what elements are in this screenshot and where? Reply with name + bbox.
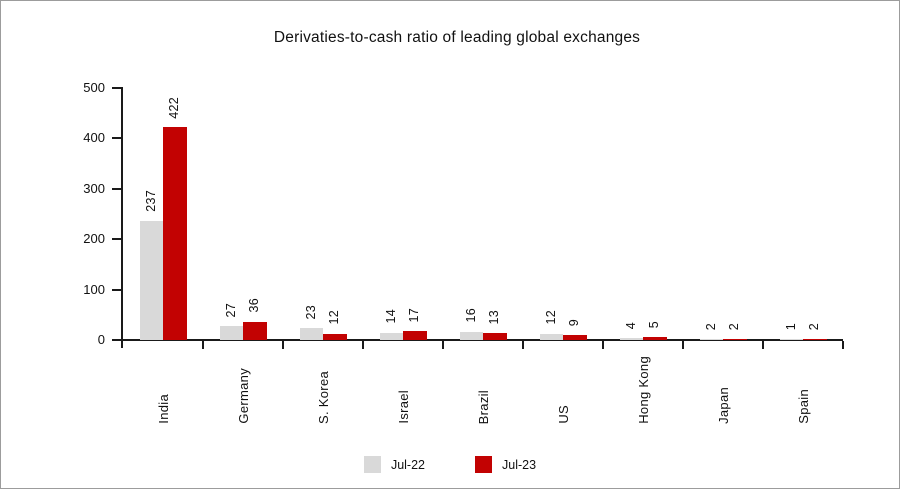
bar-jul-23-israel — [403, 331, 427, 340]
bar-jul-23-japan — [723, 338, 747, 340]
value-label-jul-22-israel: 14 — [383, 309, 398, 324]
y-tick-300 — [112, 187, 121, 190]
bar-jul-22-germany — [219, 326, 243, 340]
y-tick-100 — [112, 288, 121, 291]
legend-label-jul-22: Jul-22 — [390, 457, 425, 472]
x-tick-1 — [202, 341, 204, 349]
legend-item-jul-23: Jul-23 — [475, 456, 536, 473]
value-label-jul-23-spain: 2 — [807, 322, 822, 330]
chart-title: Derivaties-to-cash ratio of leading glob… — [273, 29, 641, 46]
x-tick-3 — [362, 341, 364, 349]
value-label-jul-22-brazil: 16 — [463, 308, 478, 323]
value-label-jul-22-s-korea: 23 — [303, 304, 318, 320]
legend-swatch-jul-23 — [475, 456, 492, 473]
x-axis-spine — [113, 339, 843, 341]
category-label-hong-kong: Hong Kong — [635, 356, 651, 424]
value-label-jul-23-brazil: 13 — [487, 309, 502, 325]
bar-jul-23-india — [163, 127, 187, 340]
x-tick-5 — [522, 341, 524, 349]
y-tick-label-200: 200 — [83, 231, 105, 247]
y-tick-200 — [112, 238, 121, 241]
bar-jul-22-brazil — [459, 331, 483, 340]
y-tick-label-300: 300 — [83, 180, 105, 196]
y-tick-label-0: 0 — [97, 332, 105, 347]
legend: Jul-22 Jul-23 — [1, 456, 899, 473]
x-tick-7 — [682, 341, 684, 349]
value-label-jul-22-japan: 2 — [703, 322, 718, 330]
x-tick-2 — [282, 341, 284, 349]
bar-jul-22-us — [539, 333, 563, 340]
bar-jul-22-israel — [379, 332, 403, 340]
value-label-jul-22-germany: 27 — [223, 302, 238, 318]
y-tick-label-400: 400 — [83, 130, 105, 146]
legend-item-jul-22: Jul-22 — [363, 456, 425, 473]
value-label-jul-22-india: 237 — [143, 189, 158, 212]
category-label-spain: Spain — [795, 389, 811, 424]
bar-jul-23-spain — [803, 338, 827, 340]
category-label-s-korea: S. Korea — [315, 371, 331, 424]
category-label-germany: Germany — [235, 368, 251, 424]
value-label-jul-23-germany: 36 — [247, 298, 262, 313]
bar-jul-22-japan — [699, 338, 723, 340]
value-label-jul-22-hong-kong: 4 — [623, 321, 638, 329]
bar-jul-23-s-korea — [323, 333, 347, 340]
y-tick-400 — [112, 137, 121, 140]
x-tick-8 — [762, 341, 764, 349]
bar-jul-23-us — [563, 335, 587, 340]
bar-jul-23-brazil — [483, 333, 507, 340]
y-tick-label-100: 100 — [83, 281, 105, 297]
bar-jul-22-hong-kong — [619, 337, 643, 340]
category-label-india: India — [155, 394, 171, 424]
value-label-jul-22-spain: 1 — [783, 323, 798, 331]
bar-jul-22-india — [139, 220, 163, 340]
y-axis-spine — [121, 87, 123, 348]
category-label-israel: Israel — [395, 390, 411, 424]
value-label-jul-23-india: 422 — [167, 96, 182, 119]
legend-label-jul-23: Jul-23 — [502, 457, 537, 472]
bar-jul-22-spain — [779, 339, 803, 340]
bar-jul-22-s-korea — [299, 328, 323, 340]
category-label-us: US — [555, 405, 571, 424]
value-label-jul-23-us: 9 — [567, 319, 582, 327]
y-tick-0 — [112, 339, 121, 341]
value-label-jul-23-hong-kong: 5 — [647, 321, 662, 329]
category-label-japan: Japan — [715, 387, 731, 424]
x-tick-6 — [602, 341, 604, 349]
category-label-brazil: Brazil — [475, 389, 491, 424]
y-tick-label-500: 500 — [83, 80, 105, 95]
y-tick-500 — [112, 87, 121, 89]
x-tick-4 — [442, 341, 444, 349]
value-label-jul-23-s-korea: 12 — [327, 310, 342, 325]
bar-jul-23-hong-kong — [643, 337, 667, 340]
bar-jul-23-germany — [243, 321, 267, 340]
x-tick-9 — [842, 341, 844, 349]
value-label-jul-23-israel: 17 — [407, 307, 422, 323]
value-label-jul-22-us: 12 — [543, 310, 558, 325]
legend-swatch-jul-22 — [363, 456, 381, 473]
value-label-jul-23-japan: 2 — [727, 322, 742, 330]
